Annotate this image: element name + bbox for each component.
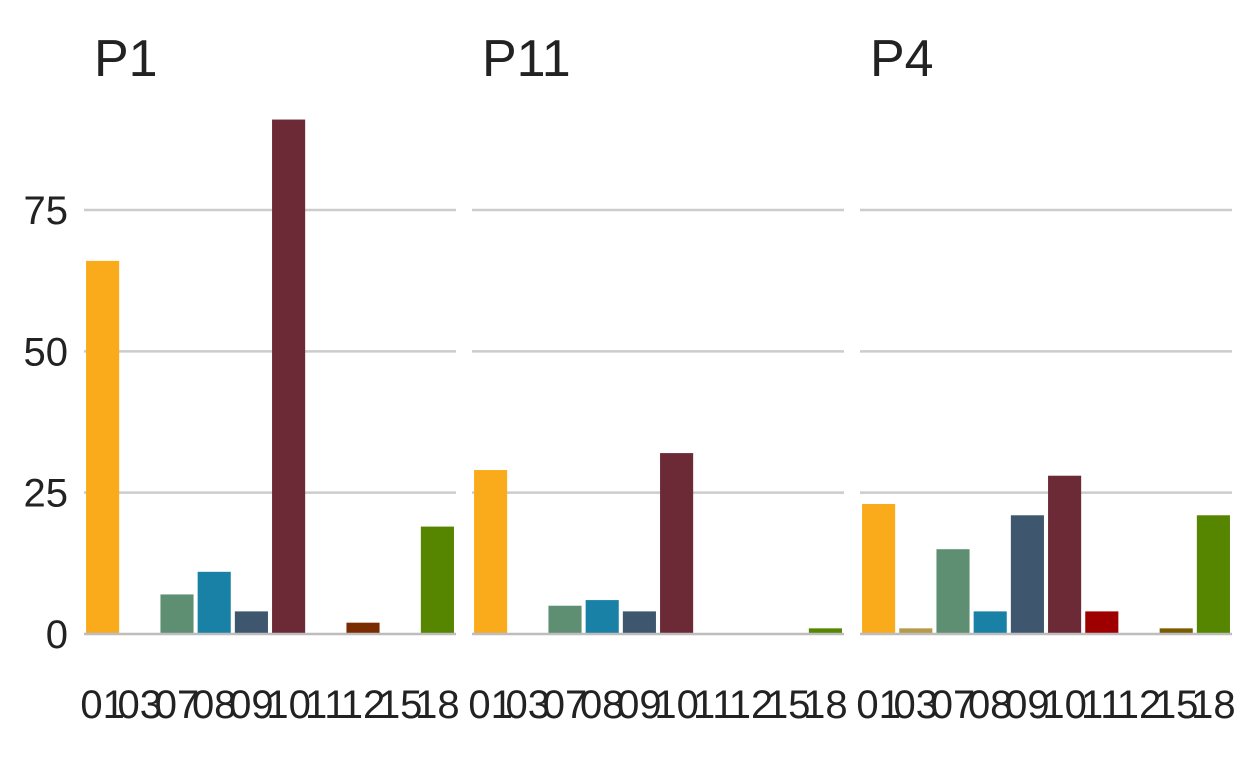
x-tick-label: 11 xyxy=(305,683,347,727)
x-tick-label: 11 xyxy=(1081,683,1123,727)
x-tick-label: 10 xyxy=(654,683,699,727)
x-tick-label: 15 xyxy=(378,683,423,727)
bar-09 xyxy=(622,611,656,634)
bar-15 xyxy=(1159,628,1193,634)
x-tick-label: 03 xyxy=(506,683,551,727)
bar-08 xyxy=(197,571,231,634)
x-tick-label: 18 xyxy=(803,683,848,727)
bar-10 xyxy=(1048,475,1082,634)
bar-11 xyxy=(1085,611,1119,634)
x-tick-label: 09 xyxy=(617,683,662,727)
bar-03 xyxy=(899,628,933,634)
bar-01 xyxy=(474,470,508,634)
x-tick-label: 10 xyxy=(1042,683,1087,727)
x-tick-label: 01 xyxy=(468,683,513,727)
bar-01 xyxy=(862,503,896,634)
bar-10 xyxy=(272,119,306,635)
y-tick-label: 75 xyxy=(24,189,69,233)
x-tick-label: 18 xyxy=(415,683,460,727)
x-tick-label: 15 xyxy=(766,683,811,727)
x-tick-label: 07 xyxy=(155,683,200,727)
y-tick-label: 25 xyxy=(24,472,69,516)
x-tick-label: 10 xyxy=(266,683,311,727)
bar-18 xyxy=(420,526,454,634)
x-tick-label: 12 xyxy=(341,683,386,727)
panel-title: P11 xyxy=(482,30,571,88)
x-tick-label: 08 xyxy=(968,683,1013,727)
bar-07 xyxy=(548,605,582,634)
bar-07 xyxy=(936,549,970,634)
x-tick-label: 09 xyxy=(229,683,274,727)
bar-12 xyxy=(346,622,380,634)
y-tick-label: 0 xyxy=(46,613,68,657)
x-tick-label: 11 xyxy=(693,683,735,727)
bar-09 xyxy=(234,611,268,634)
bar-18 xyxy=(808,628,842,634)
x-tick-label: 07 xyxy=(543,683,588,727)
x-tick-label: 18 xyxy=(1191,683,1236,727)
bar-10 xyxy=(660,453,694,634)
x-tick-label: 03 xyxy=(118,683,163,727)
x-tick-label: 15 xyxy=(1154,683,1199,727)
bar-08 xyxy=(585,600,619,634)
panel-title: P4 xyxy=(870,30,934,88)
x-tick-label: 08 xyxy=(192,683,237,727)
x-tick-label: 08 xyxy=(580,683,625,727)
x-tick-label: 09 xyxy=(1005,683,1050,727)
y-tick-label: 50 xyxy=(24,330,69,374)
bar-01 xyxy=(86,260,120,634)
x-tick-label: 01 xyxy=(856,683,901,727)
bar-07 xyxy=(160,594,194,634)
x-tick-label: 07 xyxy=(931,683,976,727)
bar-18 xyxy=(1196,515,1230,634)
x-tick-label: 01 xyxy=(80,683,125,727)
x-tick-label: 03 xyxy=(894,683,939,727)
panel-title: P1 xyxy=(94,30,158,88)
x-tick-label: 12 xyxy=(1117,683,1162,727)
x-tick-label: 12 xyxy=(729,683,774,727)
bar-09 xyxy=(1010,515,1044,634)
bar-08 xyxy=(973,611,1007,634)
